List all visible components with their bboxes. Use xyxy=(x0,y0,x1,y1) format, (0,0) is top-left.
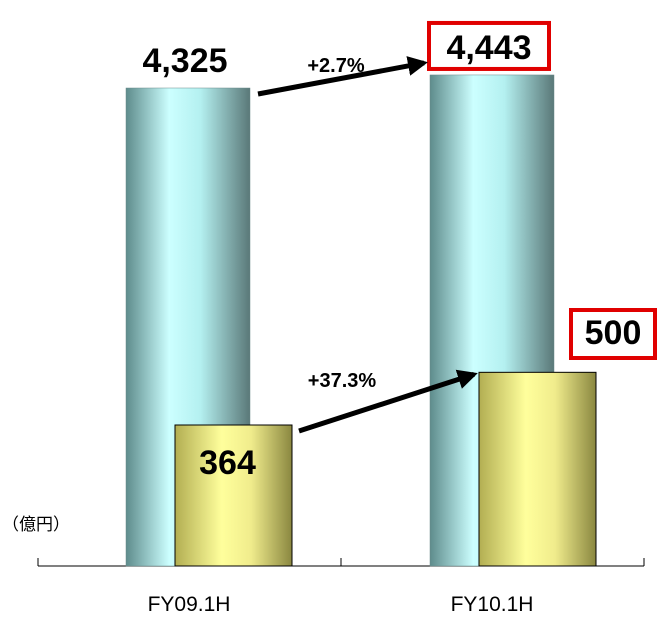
growth-annotations: +2.7% +37.3% xyxy=(257,55,478,434)
value-label-series0-1: 4,443 xyxy=(446,29,531,67)
growth-arrow-series1 xyxy=(298,369,478,434)
growth-label-series0: +2.7% xyxy=(307,55,364,77)
value-label-series1-1: 500 xyxy=(585,314,642,352)
category-label-1: FY10.1H xyxy=(451,593,534,616)
growth-arrow-series0 xyxy=(257,56,428,97)
value-label-series0-0: 4,325 xyxy=(142,42,227,80)
growth-label-series1: +37.3% xyxy=(308,370,377,392)
category-label-0: FY09.1H xyxy=(148,593,231,616)
highlight-box-series1 xyxy=(569,308,657,360)
value-label-series1-0: 364 xyxy=(199,444,256,482)
unit-label: （億円） xyxy=(2,515,70,535)
highlight-box-series0 xyxy=(427,20,551,71)
bar-series1-1 xyxy=(478,371,597,567)
bars-group: 4,325 4,443 364 500 xyxy=(125,20,657,567)
bar-series1-0 xyxy=(174,424,293,567)
